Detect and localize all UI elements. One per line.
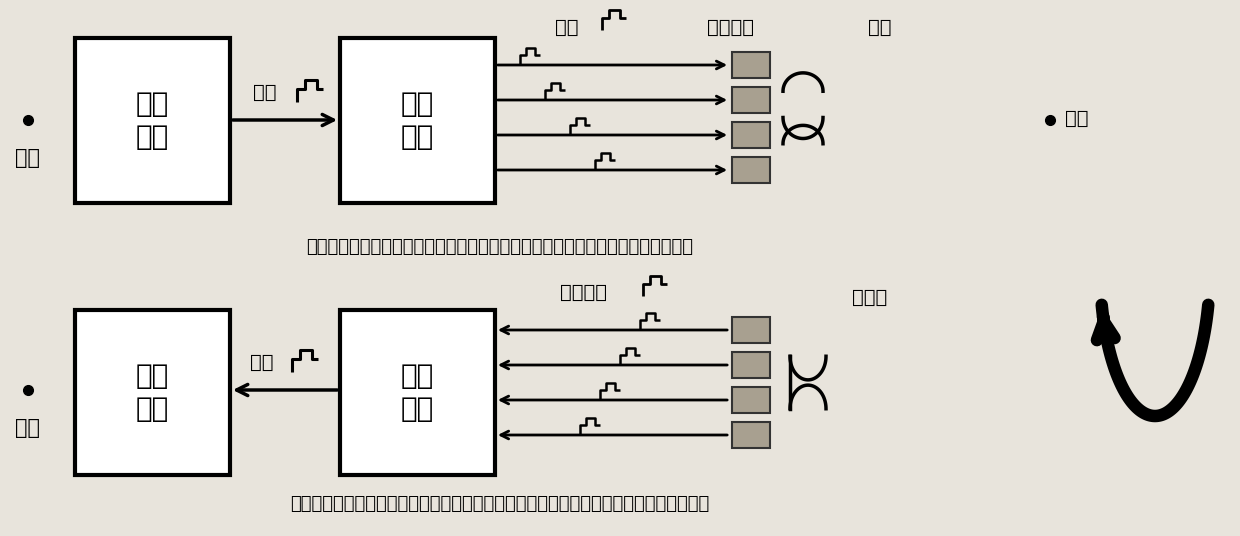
Text: 相控
单元: 相控 单元 — [401, 90, 434, 151]
Text: 反射波: 反射波 — [852, 288, 888, 307]
Bar — [732, 317, 770, 343]
Bar — [732, 87, 770, 113]
Bar — [74, 310, 229, 475]
Text: 束波: 束波 — [868, 18, 892, 37]
Text: 脉冲: 脉冲 — [556, 18, 579, 37]
Bar — [732, 122, 770, 148]
Bar — [340, 310, 495, 475]
Bar — [340, 38, 495, 203]
Text: 接收: 接收 — [15, 418, 41, 438]
Bar — [74, 38, 229, 203]
Bar — [732, 52, 770, 78]
Text: 采集单元给相控单元激发脉冲，相控单元计算后延迟激发晶片，晶片震荡产生束波: 采集单元给相控单元激发脉冲，相控单元计算后延迟激发晶片，晶片震荡产生束波 — [306, 238, 693, 256]
Bar — [732, 422, 770, 448]
Text: 反射: 反射 — [1065, 108, 1089, 128]
Bar — [732, 387, 770, 413]
Text: 束波返回将信号传递给晶片，相控单元延迟接收信号，信号经计算整合后被采集单元接收: 束波返回将信号传递给晶片，相控单元延迟接收信号，信号经计算整合后被采集单元接收 — [290, 495, 709, 513]
Text: 信号: 信号 — [250, 353, 274, 371]
Text: 相控
单元: 相控 单元 — [401, 362, 434, 423]
Text: 采集
单元: 采集 单元 — [136, 90, 169, 151]
Bar — [732, 352, 770, 378]
Text: 镜头镜片: 镜头镜片 — [707, 18, 754, 37]
Text: 激发: 激发 — [15, 148, 41, 168]
Text: 返回信号: 返回信号 — [560, 283, 608, 302]
Text: 采集
单元: 采集 单元 — [136, 362, 169, 423]
Text: 激发: 激发 — [253, 83, 277, 101]
Bar — [732, 157, 770, 183]
